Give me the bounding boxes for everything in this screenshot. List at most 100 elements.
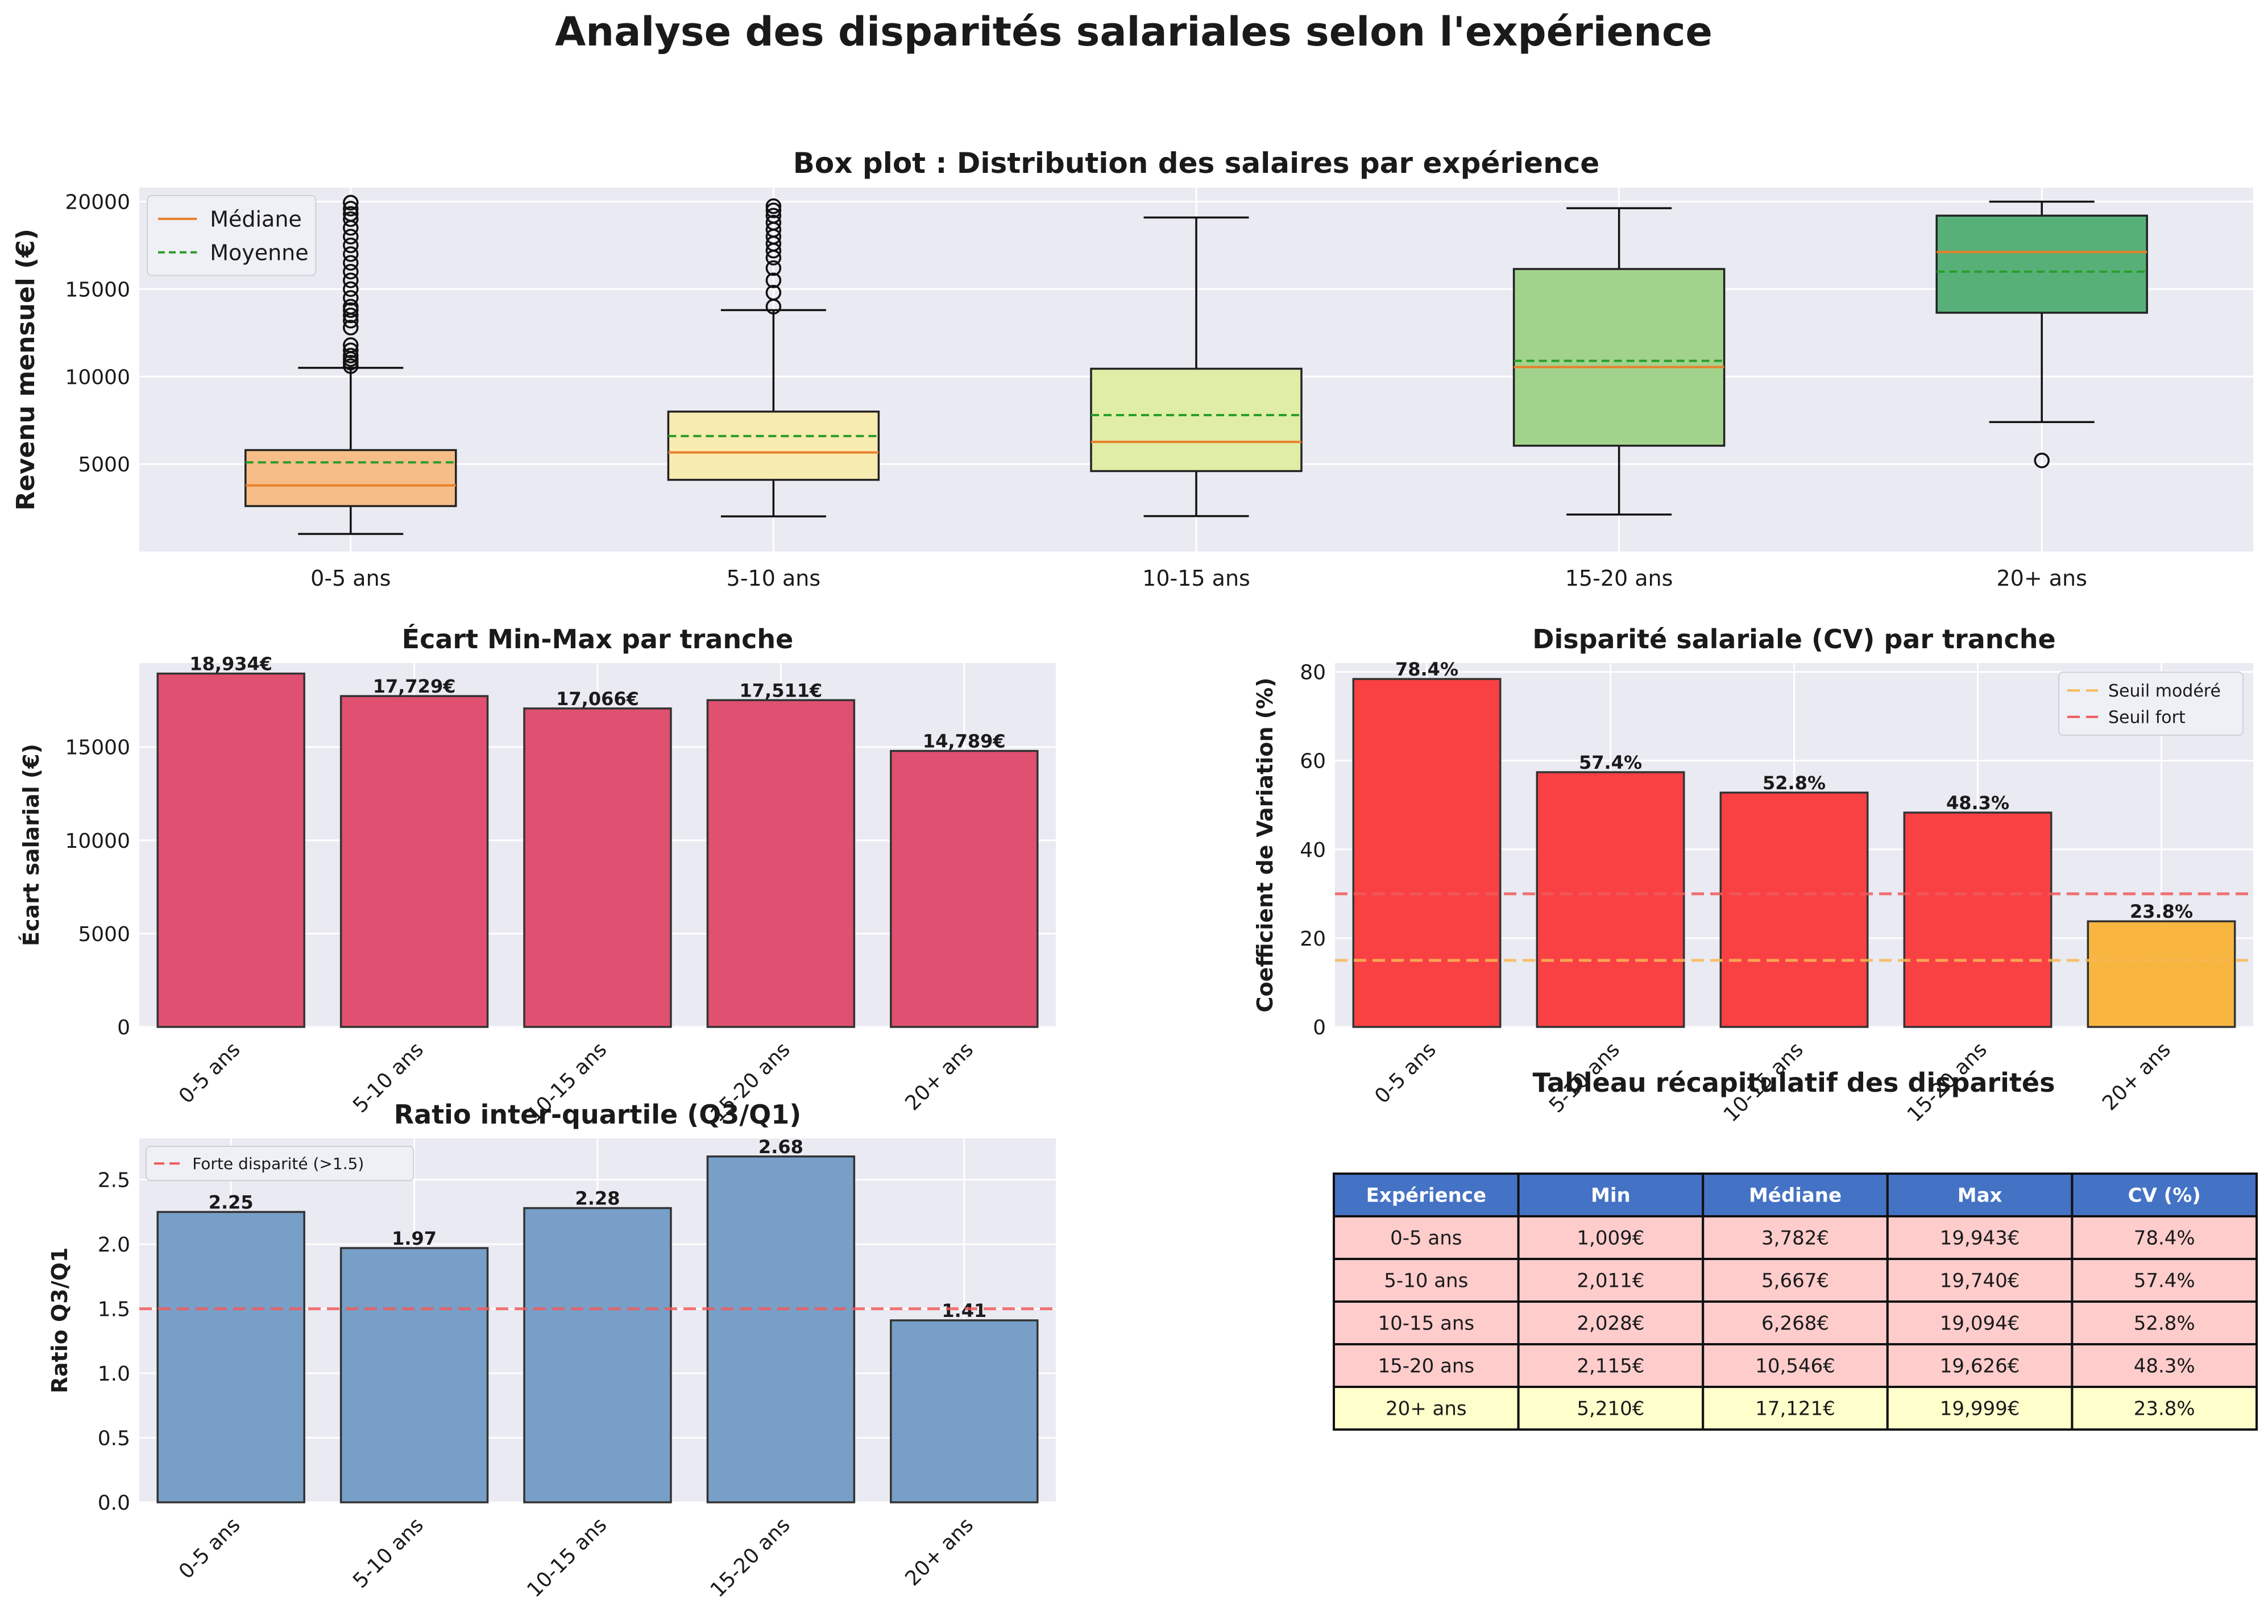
iqr-chart-ytick-label: 2.5 — [98, 1169, 130, 1192]
cv-chart-ytick-label: 0 — [1313, 1016, 1326, 1039]
boxplot-xtick-label: 0-5 ans — [310, 566, 391, 591]
table-cell — [1702, 1258, 1889, 1303]
box-outlier — [343, 299, 359, 314]
range-chart-ytick-label: 15000 — [65, 736, 130, 760]
table-header-label: CV (%) — [2128, 1184, 2201, 1207]
iqr-chart-title: Ratio inter-quartile (Q3/Q1) — [394, 1099, 802, 1130]
boxplot-xtick-label: 15-20 ans — [1565, 566, 1673, 591]
cv-chart-legend-label: Seuil modéré — [2108, 681, 2221, 701]
cv-chart-data-label: 78.4% — [1395, 658, 1458, 680]
figure-title: Analyse des disparités salariales selon … — [555, 9, 1713, 55]
table-cell-value: 15-20 ans — [1378, 1355, 1474, 1378]
range-chart-bar — [706, 699, 856, 1028]
box-outlier — [343, 307, 359, 324]
table-cell — [2071, 1386, 2258, 1431]
range-chart-title: Écart Min-Max par tranche — [402, 624, 794, 654]
table-cell — [1333, 1215, 1520, 1260]
table-cell-value: 5,667€ — [1761, 1270, 1829, 1292]
table-cell-value: 6,268€ — [1761, 1312, 1829, 1335]
cv-chart-ytick-label: 20 — [1300, 927, 1326, 951]
box-outlier — [765, 208, 782, 223]
cv-chart-xtick-label: 20+ ans — [2098, 1038, 2175, 1115]
boxplot-legend-label: Médiane — [210, 207, 302, 232]
table-cell — [1702, 1343, 1889, 1388]
range-chart-panel: 0 5000 10000 15000 Écart Min-Max par tranche… — [19, 624, 1056, 1126]
range-chart-bar — [156, 672, 305, 1028]
table-cell — [2071, 1300, 2258, 1345]
iqr-chart-bar — [156, 1211, 305, 1503]
table-cell-value: 0-5 ans — [1390, 1227, 1462, 1250]
range-chart-data-label: 17,511€ — [740, 680, 823, 701]
table-cell — [2071, 1258, 2258, 1303]
box-outlier — [343, 347, 359, 364]
cv-chart-ytick-label: 40 — [1300, 839, 1326, 862]
range-chart-bar — [523, 707, 672, 1028]
range-chart-ytick-label: 5000 — [78, 923, 130, 946]
table-cell-value: 57.4% — [2134, 1270, 2195, 1292]
table-cell-value: 48.3% — [2134, 1355, 2195, 1378]
table-cell-value: 17,121€ — [1755, 1398, 1835, 1420]
table-cell — [1517, 1386, 1705, 1431]
iqr-chart-panel: 0.0 0.5 1.0 1.5 2.0 2.5 Ratio inter-quartile (… — [47, 1099, 1056, 1602]
table-cell-value: 10-15 ans — [1378, 1312, 1474, 1335]
cv-chart-data-label: 48.3% — [1946, 792, 2009, 814]
box-outlier — [343, 206, 359, 222]
box-outlier — [343, 255, 359, 271]
iqr-chart-ytick-label: 1.0 — [98, 1362, 130, 1386]
iqr-chart-ytick-label: 1.5 — [98, 1298, 130, 1321]
iqr-chart-data-label: 2.28 — [575, 1188, 620, 1209]
box-outlier — [343, 211, 359, 227]
box-iqr — [1090, 367, 1303, 473]
boxplot-ytick-label: 15000 — [65, 278, 130, 301]
iqr-chart-xtick-label: 5-10 ans — [349, 1513, 428, 1593]
box-1 — [667, 198, 880, 517]
table-cell-value: 2,028€ — [1577, 1312, 1644, 1335]
table-cell — [1333, 1258, 1520, 1303]
box-outlier — [343, 246, 359, 262]
cv-chart-legend-label: Seuil fort — [2108, 708, 2186, 728]
box-outlier — [765, 214, 782, 231]
table-cell — [1702, 1300, 1889, 1345]
summary-table-title: Tableau récapitulatif des disparités — [1533, 1067, 2055, 1098]
table-cell — [1517, 1258, 1705, 1303]
boxplot-ylabel: Revenu mensuel (€) — [11, 229, 40, 511]
boxplot-ytick-label: 20000 — [65, 191, 130, 214]
range-chart-data-label: 17,729€ — [373, 676, 456, 697]
boxplot-panel: 5000 10000 15000 20000 Box plot : Distributi… — [11, 147, 2253, 591]
box-iqr — [667, 411, 880, 481]
range-chart-ylabel: Écart salarial (€) — [19, 744, 44, 946]
box-iqr — [1512, 268, 1726, 447]
box-outlier — [765, 202, 782, 218]
table-header-cell — [1333, 1173, 1520, 1217]
iqr-chart-xtick-label: 10-15 ans — [523, 1513, 611, 1602]
iqr-chart-bar — [523, 1207, 672, 1503]
range-chart-bar — [339, 695, 489, 1028]
table-header-label: Expérience — [1366, 1184, 1486, 1207]
range-chart-xtick-label: 0-5 ans — [175, 1038, 245, 1108]
table-cell-value: 19,626€ — [1940, 1355, 2020, 1378]
table-cell — [2071, 1343, 2258, 1388]
table-cell — [1333, 1300, 1520, 1345]
iqr-chart-xtick-label: 0-5 ans — [175, 1513, 245, 1584]
cv-chart-ytick-label: 80 — [1300, 661, 1326, 685]
boxplot-xtick-label: 10-15 ans — [1142, 566, 1250, 591]
iqr-chart-bar — [890, 1319, 1039, 1503]
range-chart-bar — [890, 749, 1039, 1028]
box-outlier — [343, 342, 359, 358]
table-cell-value: 5,210€ — [1577, 1398, 1644, 1420]
box-3 — [1512, 207, 1726, 516]
box-outlier — [343, 263, 359, 280]
table-cell-value: 19,943€ — [1940, 1227, 2020, 1250]
boxplot-ytick-label: 5000 — [78, 453, 130, 477]
range-chart-data-label: 14,789€ — [923, 731, 1006, 752]
box-outlier — [343, 320, 359, 335]
cv-chart-data-label: 57.4% — [1579, 752, 1642, 773]
boxplot-legend — [147, 195, 317, 276]
iqr-chart-ylabel: Ratio Q3/Q1 — [47, 1248, 72, 1394]
table-header-cell — [1517, 1173, 1705, 1217]
range-chart-data-label: 17,066€ — [556, 688, 639, 710]
table-cell-value: 10,546€ — [1755, 1355, 1835, 1378]
box-outlier — [343, 272, 359, 288]
cv-chart-ytick-label: 60 — [1300, 750, 1326, 773]
